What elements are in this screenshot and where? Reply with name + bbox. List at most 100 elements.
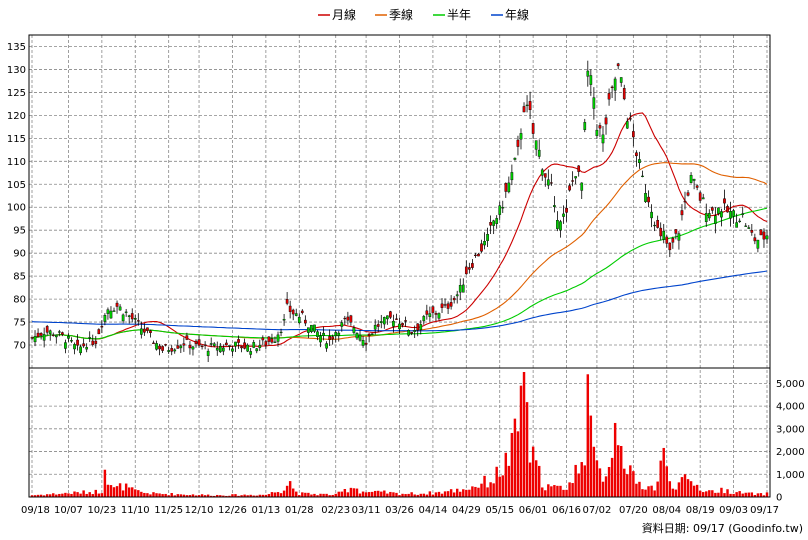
- candle-up: [580, 182, 584, 191]
- candle-down: [762, 231, 766, 240]
- candle-down: [188, 344, 192, 349]
- candle-down: [568, 185, 571, 191]
- candle-down: [97, 329, 101, 335]
- volume-bar: [355, 488, 359, 497]
- candle-up: [255, 348, 259, 352]
- candle-down: [665, 236, 669, 244]
- volume-panel-frame: [28, 367, 771, 498]
- volume-bar: [225, 495, 228, 497]
- volume-bar: [425, 494, 429, 497]
- volume-bar: [82, 490, 85, 497]
- volume-bar: [574, 464, 577, 497]
- candle-down: [452, 297, 456, 301]
- volume-bar: [55, 494, 58, 497]
- candle-down: [39, 333, 43, 336]
- volume-bar: [686, 479, 690, 497]
- candle-up: [352, 327, 356, 333]
- price-tick-label: 80: [13, 295, 26, 306]
- candle-up: [741, 213, 745, 215]
- volume-bar: [273, 492, 277, 497]
- volume-bar: [720, 487, 723, 497]
- volume-bar: [209, 495, 213, 497]
- volume-bar: [629, 465, 632, 497]
- volume-bar: [744, 492, 747, 497]
- volume-bar: [601, 481, 605, 497]
- candle-down: [300, 310, 304, 313]
- date-tick-label: 11/10: [121, 505, 150, 516]
- volume-bar: [279, 493, 283, 497]
- candle-down: [240, 346, 243, 349]
- volume-bar: [419, 493, 422, 497]
- candle-down: [164, 344, 167, 346]
- candle-up: [644, 193, 647, 202]
- candle-down: [285, 299, 289, 304]
- candle-down: [267, 336, 271, 342]
- volume-bar: [723, 493, 726, 497]
- date-tick-label: 12/26: [218, 505, 247, 516]
- volume-bar: [550, 486, 553, 497]
- volume-bar: [580, 462, 583, 497]
- volume-bar: [288, 481, 292, 497]
- candle-down: [607, 93, 611, 100]
- volume-axis-ticks: 0 1,000 2,000 3,000 4,000 5,000: [776, 379, 805, 504]
- candle-up: [124, 311, 128, 313]
- candle-down: [522, 106, 526, 113]
- date-tick-label: 09/17: [750, 505, 779, 516]
- candle-up: [638, 159, 641, 164]
- date-tick-label: 07/20: [619, 505, 648, 516]
- candle-up: [738, 220, 742, 222]
- volume-bar: [140, 491, 143, 497]
- volume-bar: [85, 493, 88, 497]
- candle-up: [704, 213, 708, 223]
- volume-bar: [364, 492, 368, 497]
- candle-up: [613, 78, 617, 91]
- chart-legend: 月線 季線 半年 年線: [318, 7, 529, 22]
- candle-down: [425, 310, 429, 315]
- candle-down: [671, 238, 675, 243]
- volume-bar: [562, 489, 565, 497]
- candle-down: [710, 207, 714, 211]
- volume-bar: [118, 483, 122, 497]
- volume-bar: [759, 493, 763, 497]
- volume-bar: [735, 492, 738, 497]
- volume-bar: [285, 485, 289, 497]
- candle-down: [343, 317, 347, 320]
- candle-down: [504, 183, 508, 192]
- volume-bar: [401, 493, 404, 497]
- volume-bar: [197, 495, 201, 497]
- volume-bar: [310, 494, 313, 497]
- volume-bar: [692, 485, 696, 497]
- price-tick-label: 90: [13, 249, 26, 260]
- volume-bar: [152, 492, 155, 497]
- candle-up: [382, 317, 386, 325]
- volume-bar: [711, 490, 714, 497]
- candle-down: [30, 337, 34, 339]
- volume-bar: [659, 460, 662, 497]
- volume-bar: [465, 489, 468, 497]
- date-tick-label: 02/23: [321, 505, 350, 516]
- volume-bar: [607, 467, 611, 497]
- candle-down: [346, 316, 350, 321]
- candle-up: [498, 205, 502, 215]
- volume-bar: [404, 494, 407, 497]
- candle-up: [744, 225, 748, 227]
- volume-tick-label: 1,000: [776, 470, 805, 481]
- volume-bar: [398, 495, 401, 497]
- candle-up: [437, 313, 441, 319]
- volume-bar: [610, 457, 614, 497]
- volume-bar: [537, 465, 541, 497]
- price-axis-ticks: 70 75 80 85 90 95 100 105 110 115 120 125 130 135: [7, 42, 26, 352]
- candle-down: [45, 326, 49, 333]
- candle-up: [413, 330, 417, 332]
- volume-bar: [252, 495, 255, 497]
- volume-bar: [237, 495, 240, 497]
- volume-bar: [714, 492, 717, 497]
- price-tick-label: 70: [13, 341, 26, 352]
- date-tick-label: 10/07: [54, 505, 83, 516]
- volume-bar: [282, 490, 286, 497]
- candle-up: [316, 331, 319, 337]
- candle-up: [534, 140, 538, 150]
- volume-bar: [246, 495, 249, 497]
- volume-bar: [131, 487, 134, 497]
